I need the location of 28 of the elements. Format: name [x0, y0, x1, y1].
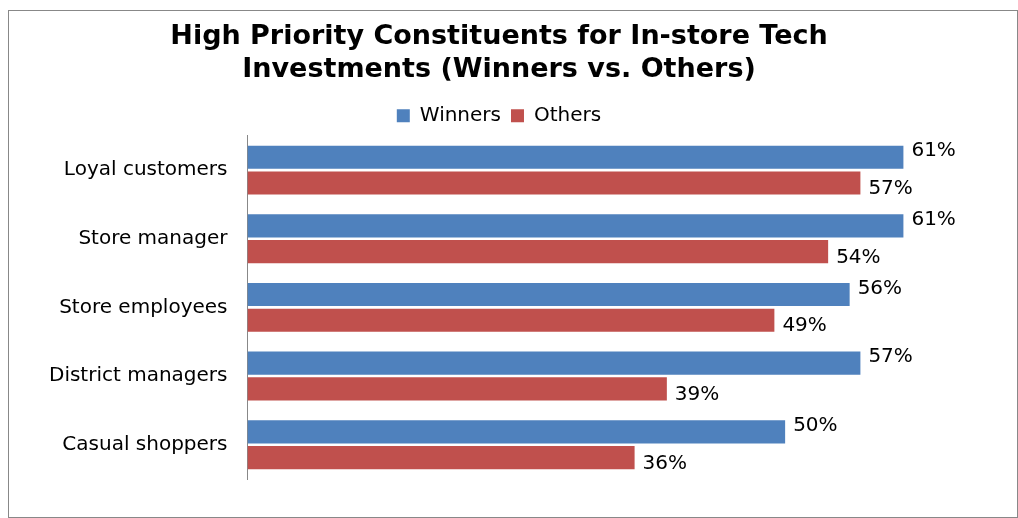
bar: [247, 171, 861, 195]
data-label: 49%: [782, 312, 827, 337]
bar: [247, 240, 829, 264]
y-tick-label: Store manager: [78, 224, 229, 249]
data-label: 54%: [836, 243, 881, 268]
y-tick-label: Loyal customers: [63, 156, 228, 181]
chart-title: High Priority Constituents for In-store Tech Investments (Winners vs. Others): [170, 19, 828, 83]
data-label: 61%: [911, 206, 956, 231]
bar: [247, 377, 667, 401]
data-label: 57%: [868, 343, 913, 368]
bar: [247, 214, 904, 238]
bar: [247, 308, 775, 332]
y-tick-label: Casual shoppers: [62, 430, 228, 455]
bar: [247, 351, 861, 375]
bar: [247, 445, 635, 470]
legend-label: Winners: [419, 102, 501, 126]
data-label: 61%: [911, 137, 956, 162]
data-label: 39%: [674, 381, 720, 406]
data-label: 36%: [642, 449, 688, 474]
y-tick-label: Store employees: [59, 293, 228, 318]
data-label: 56%: [857, 274, 903, 299]
bar: [247, 282, 850, 307]
y-tick-label: District managers: [48, 362, 228, 387]
legend-label: Others: [533, 102, 602, 126]
data-label: 50%: [793, 412, 838, 437]
bar: [247, 420, 786, 444]
data-label: 57%: [868, 175, 913, 200]
bar: [247, 145, 904, 169]
